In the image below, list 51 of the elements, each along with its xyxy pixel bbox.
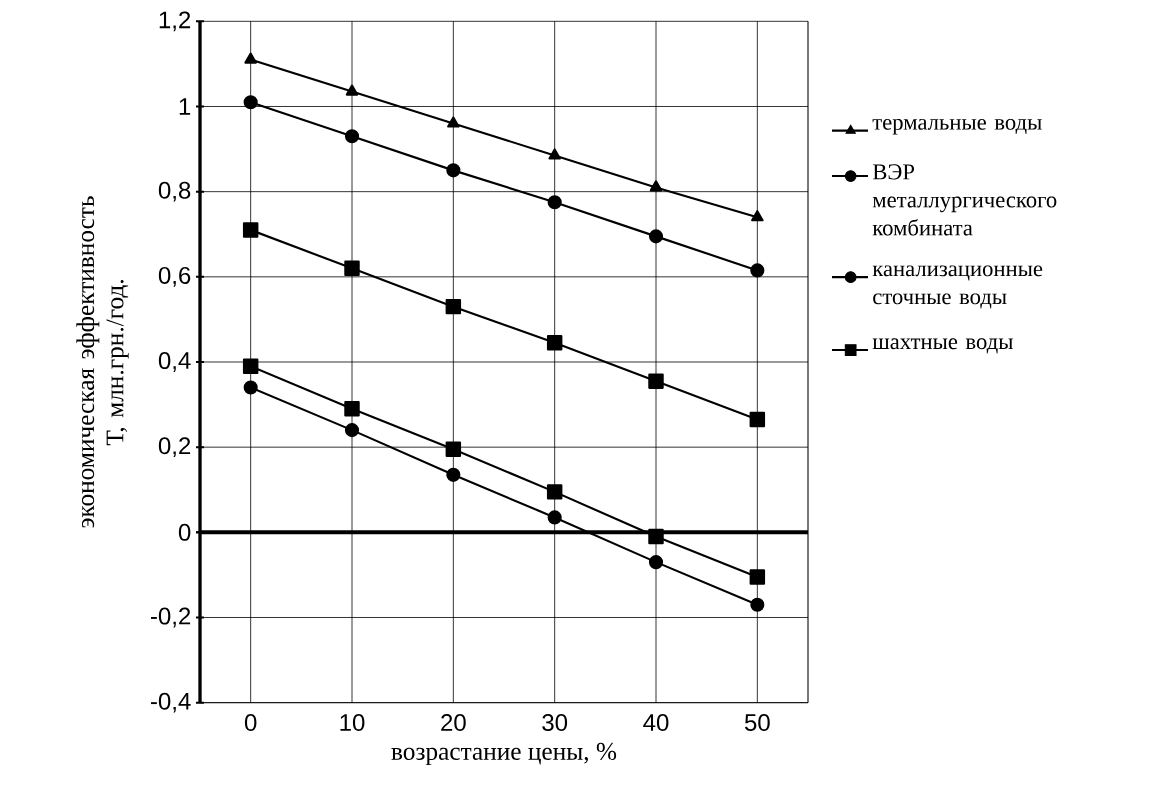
x-tick-label: 30: [542, 713, 568, 731]
point: [243, 380, 258, 395]
y-tick-label: -0,2: [151, 607, 191, 628]
legend-label: шахтные воды: [872, 338, 1013, 354]
x-tick-label: 10: [340, 713, 365, 731]
point: [649, 180, 663, 192]
point: [648, 528, 664, 545]
point: [547, 195, 562, 210]
point: [445, 441, 462, 457]
point: [548, 148, 561, 160]
point: [242, 358, 259, 374]
y-tick-label: -0,4: [151, 692, 191, 713]
legend-label: термальные воды: [872, 118, 1042, 135]
point: [446, 467, 461, 482]
x-tick-label: 20: [441, 713, 466, 731]
y-tick-label: 1: [179, 98, 191, 115]
x-tick-label: 0: [244, 713, 257, 731]
point: [749, 411, 766, 428]
point: [445, 298, 462, 315]
point: [648, 554, 664, 570]
point: [648, 373, 664, 389]
point: [244, 52, 257, 64]
point: [751, 209, 764, 222]
point: [344, 400, 360, 417]
point: [749, 569, 766, 585]
point: [243, 95, 258, 110]
point: [546, 483, 563, 500]
point: [547, 510, 562, 525]
x-tick-label: 50: [744, 713, 770, 731]
point: [344, 422, 360, 438]
x-axis-title: возрастание цены, %: [391, 742, 617, 765]
point: [750, 597, 765, 612]
y-tick-label: 0: [178, 523, 191, 541]
y-tick-label: 0,2: [158, 437, 191, 457]
point: [546, 334, 563, 351]
point: [648, 229, 664, 244]
legend-label: ВЭР металлургического комбината: [872, 164, 1057, 236]
y-axis-title: экономическая эффективность Т, млн.грн./год.: [76, 196, 129, 528]
point: [447, 116, 460, 128]
point: [345, 84, 359, 96]
point: [446, 163, 461, 178]
y-tick-label: 1,2: [159, 11, 191, 32]
point: [750, 263, 765, 278]
point: [344, 129, 360, 144]
legend-label: канализационные сточные воды: [872, 265, 1043, 309]
y-tick-label: 0,6: [158, 266, 191, 287]
x-tick-label: 40: [643, 713, 669, 731]
y-tick-label: 0,4: [158, 351, 191, 372]
point: [344, 260, 360, 276]
y-tick-label: 0,8: [158, 181, 191, 202]
point: [242, 222, 259, 238]
